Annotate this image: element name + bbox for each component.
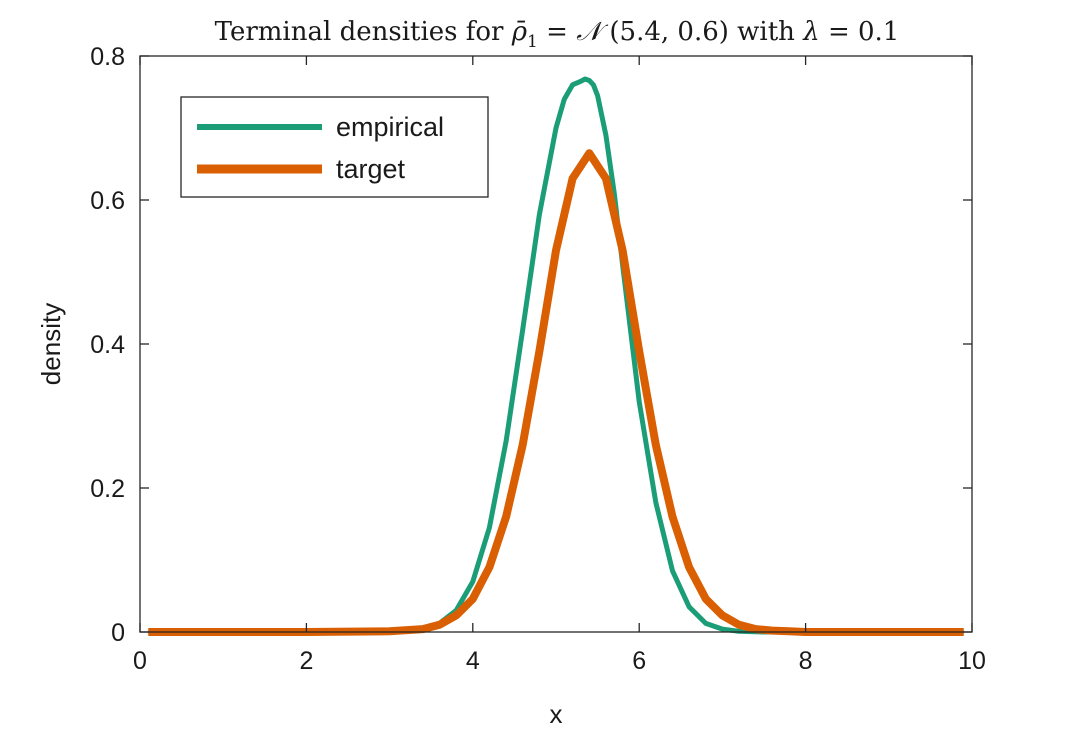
- legend-label-target: target: [336, 154, 406, 184]
- title-rho: ρ̄: [511, 17, 528, 47]
- title-params: (5.4, 0.6) with: [601, 17, 803, 47]
- x-tick-label: 0: [133, 647, 147, 675]
- legend-box: [180, 96, 489, 198]
- series-layer: [148, 76, 964, 636]
- series-line-target: [148, 149, 964, 636]
- y-axis-label: density: [36, 303, 66, 385]
- x-tick-label: 4: [466, 647, 480, 675]
- title-lambda: λ: [802, 17, 819, 47]
- x-axis-label: x: [550, 699, 563, 729]
- y-tick-label: 0: [111, 619, 125, 647]
- y-tick-label: 0.2: [90, 475, 125, 503]
- x-tick-label: 10: [958, 647, 986, 675]
- chart-title: Terminal densities for ρ̄1 = 𝒩 (5.4, 0.6…: [215, 17, 900, 52]
- y-tick-label: 0.6: [90, 187, 125, 215]
- title-eq1: =: [538, 17, 576, 47]
- x-tick-label: 8: [799, 647, 813, 675]
- title-rho-sub: 1: [527, 32, 538, 52]
- series-line-empirical: [148, 76, 964, 635]
- ticks-layer: 0 2 4 6 8 10 0 0.2 0.4 0.6 0.8: [90, 43, 986, 675]
- x-tick-label: 6: [632, 647, 646, 675]
- y-tick-label: 0.8: [90, 43, 125, 71]
- legend-label-empirical: empirical: [336, 112, 444, 142]
- y-tick-label: 0.4: [90, 331, 125, 359]
- legend: empirical target: [180, 96, 489, 198]
- title-eq2: = 0.1: [820, 17, 900, 47]
- x-tick-label: 2: [299, 647, 313, 675]
- title-prefix: Terminal densities for: [215, 17, 512, 47]
